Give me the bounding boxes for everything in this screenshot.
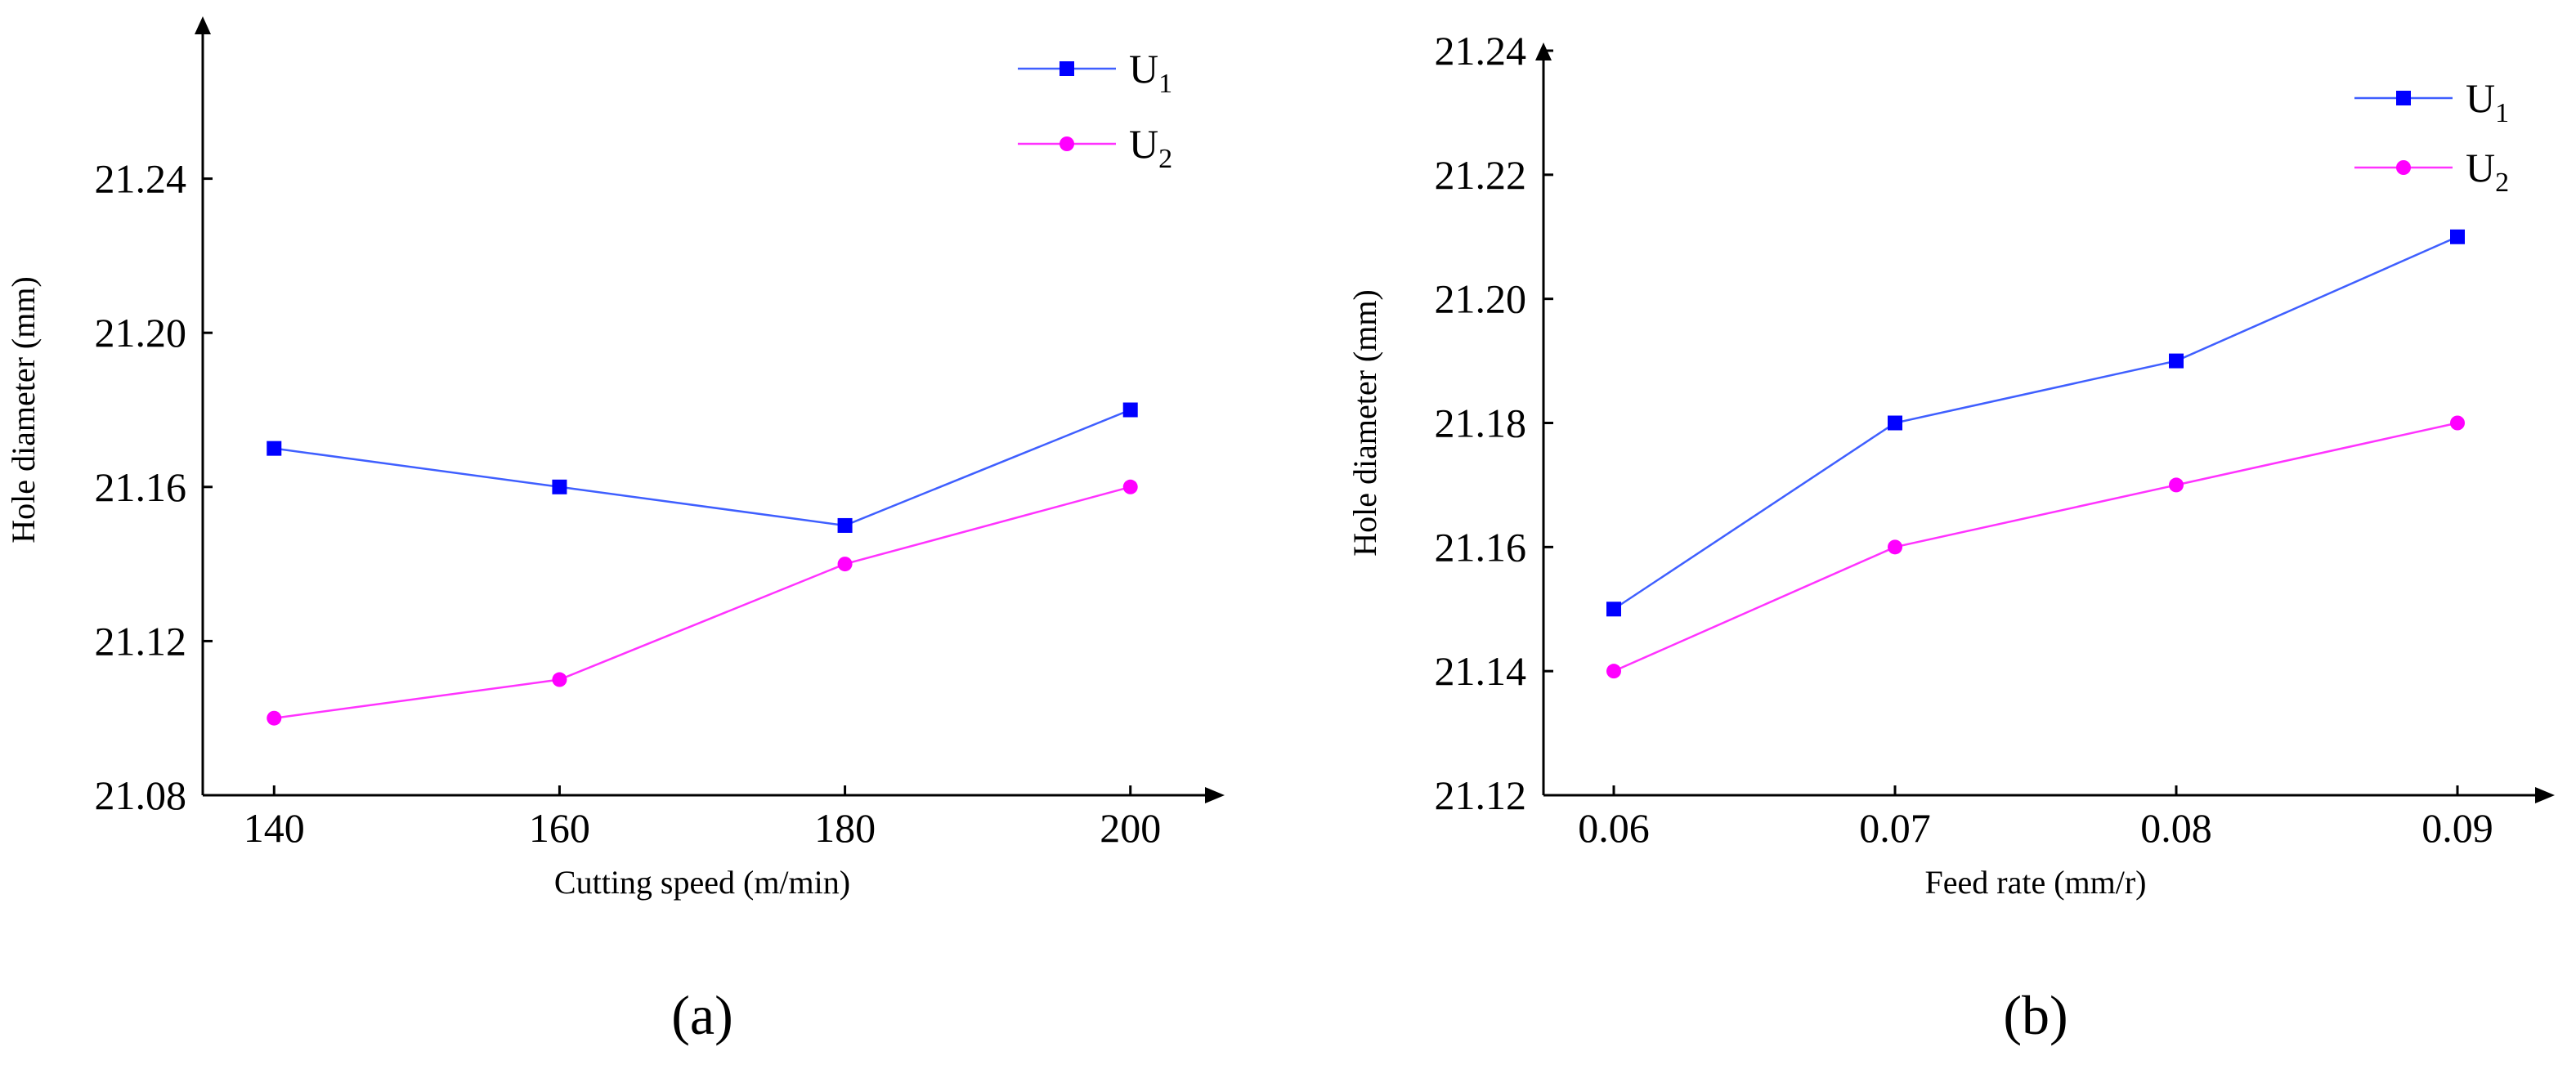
legend-marker-u2 — [1060, 136, 1074, 151]
data-point-u2 — [2450, 415, 2465, 431]
legend-marker-u1 — [2396, 91, 2411, 105]
y-tick-label: 21.20 — [1435, 276, 1527, 322]
panel-label: (b) — [2003, 984, 2068, 1046]
series-line-u2 — [1613, 422, 2458, 673]
data-point-u1 — [1122, 402, 1138, 418]
x-tick-label: 140 — [244, 805, 305, 851]
y-axis-title: Hole diameter (mm) — [5, 276, 42, 544]
data-point-u1 — [2450, 229, 2465, 244]
data-point-u2 — [837, 557, 853, 572]
y-axis-title: Hole diameter (mm) — [1346, 289, 1383, 557]
data-point-u2 — [1122, 479, 1138, 494]
series-line-u1 — [274, 409, 1131, 527]
data-point-u1 — [1606, 602, 1621, 617]
data-point-u1 — [552, 479, 567, 494]
x-tick-label: 0.09 — [2421, 805, 2493, 851]
legend-label-u2: U2 — [2466, 145, 2509, 198]
x-tick-label: 180 — [814, 805, 876, 851]
legend-subscript: 2 — [2495, 168, 2509, 198]
legend-subscript: 1 — [2495, 98, 2509, 128]
x-axis-title: Cutting speed (m/min) — [554, 864, 850, 901]
data-point-u2 — [267, 710, 282, 726]
series-line-u1 — [1613, 235, 2458, 611]
legend-subscript: 2 — [1158, 144, 1172, 174]
x-tick-label: 0.06 — [1578, 805, 1650, 851]
y-tick-label: 21.12 — [1435, 772, 1527, 818]
chart-b: 21.12 21.14 21.16 21.18 21.20 21.22 21.24 0.06 0… — [1346, 28, 2555, 1046]
y-tick-label: 21.16 — [95, 464, 187, 510]
data-point-u1 — [267, 441, 282, 456]
x-axis-title: Feed rate (mm/r) — [1925, 864, 2147, 901]
x-tick-label: 160 — [529, 805, 590, 851]
y-tick-label: 21.08 — [95, 772, 187, 818]
series-line-u2 — [274, 485, 1131, 719]
data-point-u1 — [1888, 415, 1902, 431]
panel-label: (a) — [671, 984, 732, 1046]
data-point-u1 — [2169, 353, 2184, 369]
x-axis-arrow — [1205, 787, 1225, 803]
y-tick-label: 21.18 — [1435, 400, 1527, 446]
legend-label-u1: U1 — [2466, 75, 2509, 128]
x-tick-label: 0.07 — [1859, 805, 1931, 851]
y-tick-label: 21.14 — [1435, 648, 1527, 694]
y-tick-label: 21.16 — [1435, 524, 1527, 570]
data-point-u2 — [2169, 477, 2184, 493]
legend-label-u2: U2 — [1129, 121, 1172, 174]
data-point-u1 — [837, 517, 853, 533]
legend-marker-u2 — [2396, 160, 2411, 175]
data-point-u2 — [552, 672, 567, 687]
x-axis-arrow — [2535, 787, 2555, 803]
data-point-u2 — [1606, 664, 1621, 679]
legend-label-u1: U1 — [1129, 46, 1172, 99]
legend-subscript: 1 — [1158, 69, 1172, 99]
chart-a: 21.08 21.12 21.16 21.20 21.24 140 160 180 200 Cut… — [5, 16, 1225, 1046]
data-point-u2 — [1888, 539, 1902, 555]
y-tick-label: 21.24 — [1435, 28, 1527, 74]
legend-marker-u1 — [1060, 61, 1074, 76]
x-tick-label: 200 — [1100, 805, 1161, 851]
y-axis-arrow — [195, 16, 211, 34]
y-tick-label: 21.24 — [95, 156, 187, 202]
y-tick-label: 21.22 — [1435, 152, 1527, 198]
y-tick-label: 21.20 — [95, 310, 187, 356]
y-tick-label: 21.12 — [95, 618, 187, 664]
x-tick-label: 0.08 — [2140, 805, 2212, 851]
